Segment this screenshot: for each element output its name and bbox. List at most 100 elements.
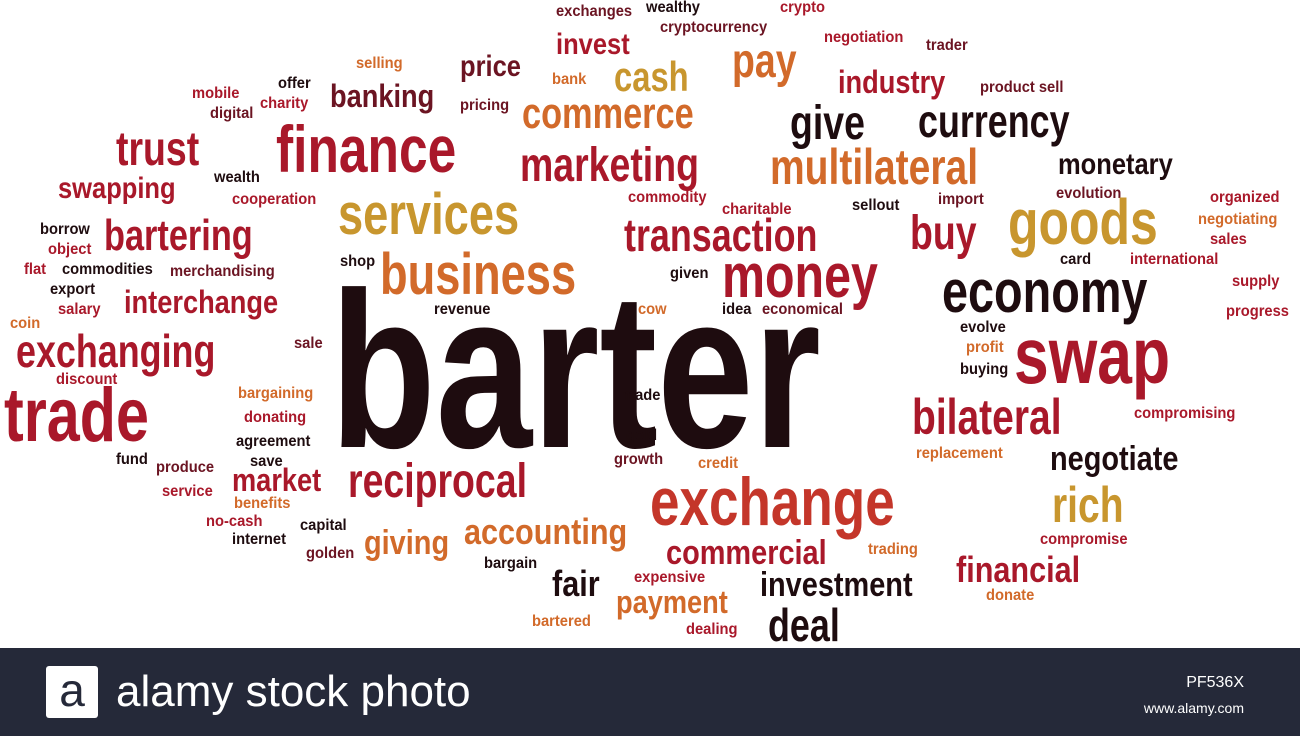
- cloud-word-28: swapping: [58, 172, 176, 205]
- cloud-word-51: international: [1130, 251, 1219, 268]
- cloud-word-71: profit: [966, 339, 1004, 356]
- cloud-word-11: cash: [614, 53, 689, 100]
- image-id: PF536X: [1186, 674, 1244, 691]
- cloud-word-74: bargaining: [238, 385, 314, 402]
- cloud-word-111: bartered: [532, 613, 591, 630]
- cloud-word-36: evolution: [1056, 185, 1122, 202]
- cloud-word-78: donating: [244, 409, 307, 426]
- cloud-word-61: cow: [638, 301, 667, 318]
- cloud-word-67: barter: [330, 247, 821, 495]
- cloud-word-109: payment: [616, 584, 728, 620]
- cloud-word-54: merchandising: [170, 263, 275, 280]
- cloud-word-90: reciprocal: [348, 455, 527, 508]
- cloud-word-53: commodities: [62, 261, 153, 278]
- cloud-word-30: cooperation: [232, 191, 317, 208]
- cloud-word-97: accounting: [464, 511, 628, 552]
- cloud-word-77: bilateral: [912, 389, 1062, 445]
- cloud-word-49: money: [722, 242, 878, 311]
- cloud-word-100: compromise: [1040, 531, 1128, 548]
- cloud-word-13: product sell: [980, 79, 1064, 96]
- cloud-word-65: coin: [10, 315, 41, 332]
- cloud-word-80: agreement: [236, 433, 311, 450]
- cloud-word-18: pricing: [460, 97, 510, 114]
- cloud-word-86: growth: [614, 451, 664, 468]
- cloud-word-89: market: [232, 462, 322, 498]
- cloud-word-68: swap: [1014, 311, 1171, 400]
- cloud-word-37: organized: [1210, 189, 1280, 206]
- cloud-word-110: donate: [986, 587, 1035, 604]
- cloud-word-21: give: [790, 97, 865, 150]
- cloud-word-46: shop: [340, 253, 376, 270]
- cloud-word-99: giving: [364, 524, 450, 562]
- cloud-word-76: trade: [4, 373, 149, 458]
- site-url: www.alamy.com: [1143, 700, 1244, 716]
- cloud-word-47: business: [380, 242, 577, 307]
- alamy-logo-icon: a: [46, 666, 98, 718]
- cloud-word-70: sale: [294, 335, 323, 352]
- cloud-word-14: mobile: [192, 85, 240, 102]
- cloud-word-83: negotiate: [1050, 440, 1179, 478]
- cloud-word-60: revenue: [434, 301, 491, 318]
- cloud-word-98: internet: [232, 531, 286, 548]
- cloud-word-4: negotiation: [824, 29, 904, 46]
- cloud-word-1: wealthy: [646, 0, 700, 16]
- cloud-word-25: marketing: [520, 139, 699, 192]
- cloud-word-24: finance: [276, 112, 457, 186]
- cloud-word-66: evolve: [960, 319, 1006, 336]
- cloud-word-34: sellout: [852, 197, 900, 214]
- word-cloud: exchanges wealthy crypto cryptocurrency nego…: [4, 0, 1289, 648]
- logo-letter: a: [59, 664, 85, 716]
- cloud-word-103: trading: [868, 541, 918, 558]
- cloud-word-26: multilateral: [770, 139, 979, 195]
- cloud-word-112: dealing: [686, 621, 738, 638]
- cloud-word-0: exchanges: [556, 3, 633, 20]
- cloud-word-107: expensive: [634, 569, 706, 586]
- cloud-word-96: capital: [300, 517, 347, 534]
- cloud-word-16: banking: [330, 78, 435, 114]
- cloud-word-15: charity: [260, 95, 309, 112]
- cloud-word-20: commerce: [522, 89, 694, 138]
- cloud-word-44: buy: [910, 207, 977, 260]
- cloud-word-31: services: [338, 182, 520, 247]
- cloud-word-55: economy: [942, 258, 1148, 325]
- cloud-word-3: cryptocurrency: [660, 19, 768, 36]
- cloud-word-63: economical: [762, 301, 843, 318]
- cloud-word-94: benefits: [234, 495, 291, 512]
- cloud-word-82: replacement: [916, 445, 1003, 462]
- cloud-word-104: bargain: [484, 555, 538, 572]
- cloud-word-23: trust: [116, 123, 200, 176]
- cloud-word-95: no-cash: [206, 513, 263, 530]
- cloud-word-108: investment: [760, 566, 913, 604]
- cloud-word-58: interchange: [124, 284, 279, 320]
- cloud-word-42: bartering: [104, 211, 253, 260]
- cloud-word-101: golden: [306, 545, 355, 562]
- cloud-word-10: price: [460, 50, 521, 83]
- cloud-word-7: pay: [732, 35, 797, 88]
- cloud-word-22: currency: [918, 95, 1070, 147]
- cloud-word-27: monetary: [1058, 148, 1173, 181]
- cloud-word-79: compromising: [1134, 405, 1236, 422]
- cloud-word-50: card: [1060, 251, 1092, 268]
- cloud-word-57: export: [50, 281, 95, 298]
- cloud-word-19: digital: [210, 105, 254, 122]
- cloud-word-69: exchanging: [16, 325, 216, 377]
- cloud-word-29: wealth: [214, 169, 260, 186]
- cloud-word-12: industry: [838, 64, 946, 100]
- cloud-word-41: object: [48, 241, 92, 258]
- cloud-word-113: deal: [768, 599, 840, 648]
- cloud-word-105: financial: [956, 549, 1081, 590]
- watermark-footer-bar: a alamy stock photo PF536X www.alamy.com: [0, 648, 1300, 736]
- cloud-word-85: save: [250, 453, 283, 470]
- cloud-word-17: bank: [552, 71, 587, 88]
- cloud-word-102: commercial: [666, 534, 827, 572]
- cloud-word-73: discount: [56, 371, 118, 388]
- brand-name: alamy stock photo: [116, 667, 471, 716]
- cloud-word-91: exchange: [650, 464, 895, 540]
- cloud-word-92: rich: [1052, 477, 1124, 533]
- cloud-word-33: charitable: [722, 201, 792, 218]
- cloud-word-81: gold: [626, 427, 658, 444]
- cloud-word-59: salary: [58, 301, 101, 318]
- cloud-word-40: borrow: [40, 221, 90, 238]
- cloud-word-72: buying: [960, 361, 1009, 378]
- cloud-word-56: supply: [1232, 273, 1280, 290]
